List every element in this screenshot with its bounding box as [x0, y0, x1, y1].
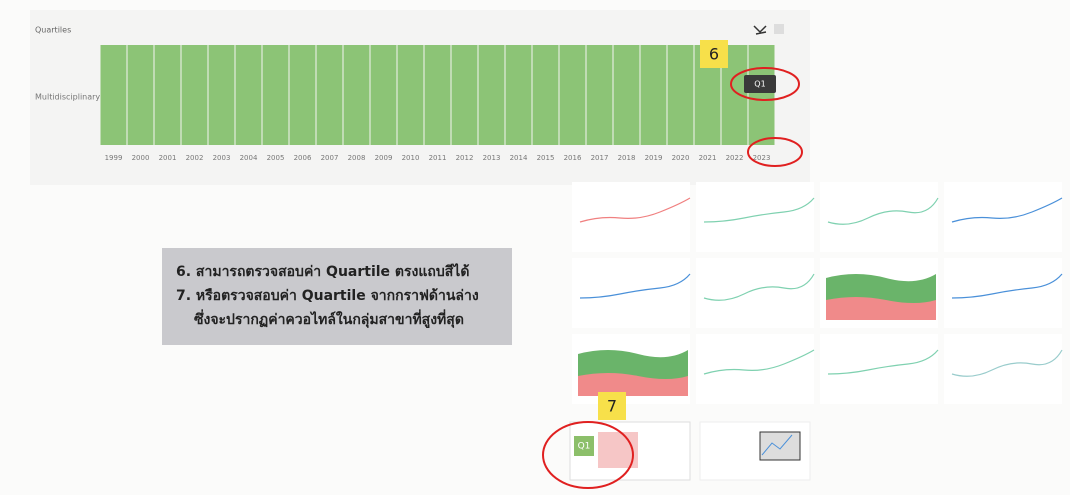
heatmap-cell: [182, 45, 208, 145]
year-label: 2004: [240, 154, 258, 162]
chart-title: Quartiles: [35, 26, 71, 35]
heatmap-cell: [317, 45, 343, 145]
thumbnail: [696, 334, 814, 404]
heatmap-cell: [101, 45, 127, 145]
year-label: 2015: [537, 154, 555, 162]
note-line: 7. หรือตรวจสอบค่า Quartile จากกราฟด้านล่…: [172, 284, 502, 308]
heatmap-cell: [236, 45, 262, 145]
page: Quartiles Multidisciplinary 1999 2000 2001…: [0, 0, 1070, 495]
note-box: 6. สามารถตรวจสอบค่า Quartile ตรงแถบสีได้…: [162, 248, 512, 345]
year-label: 2022: [726, 154, 744, 162]
thumbnail: [820, 182, 938, 252]
icon: [774, 24, 784, 34]
heatmap-cell: [668, 45, 694, 145]
year-label: 2009: [375, 154, 393, 162]
year-label: 2006: [294, 154, 312, 162]
year-label: 2020: [672, 154, 690, 162]
heatmap-cell: [425, 45, 451, 145]
ad-image: [760, 432, 800, 460]
thumbnail: [944, 182, 1062, 252]
category-label: Multidisciplinary: [35, 93, 100, 102]
heatmap-cell: [479, 45, 505, 145]
year-label: 2019: [645, 154, 663, 162]
thumbnail: [572, 182, 690, 252]
year-label: 2008: [348, 154, 366, 162]
thumbnail: [944, 258, 1062, 328]
year-label: 2005: [267, 154, 285, 162]
heatmap-cell: [452, 45, 478, 145]
year-label: 2003: [213, 154, 231, 162]
year-label: 2010: [402, 154, 420, 162]
widget-quartile: Q1: [578, 442, 591, 452]
tooltip-label: Q1: [754, 80, 765, 89]
year-label: 2007: [321, 154, 339, 162]
thumbnail: [820, 334, 938, 404]
heatmap-cell: [155, 45, 181, 145]
canvas: Quartiles Multidisciplinary 1999 2000 2001…: [0, 0, 1070, 495]
heatmap: 1999 2000 2001 2002 2003 2004 2005 2006 2007 2008…: [101, 45, 775, 162]
year-label: 2011: [429, 154, 447, 162]
badge-label: 6: [709, 45, 719, 64]
badge-label: 7: [607, 397, 617, 416]
heatmap-cell: [614, 45, 640, 145]
heatmap-cell: [587, 45, 613, 145]
heatmap-cell: [209, 45, 235, 145]
thumbnail: [696, 258, 814, 328]
thumbnail-grid: [572, 182, 1062, 404]
heatmap-cell: [398, 45, 424, 145]
heatmap-cell: [290, 45, 316, 145]
thumbnail: [944, 334, 1062, 404]
year-label: 2017: [591, 154, 609, 162]
year-label: 2000: [132, 154, 150, 162]
year-label: 2013: [483, 154, 501, 162]
year-label: 2014: [510, 154, 528, 162]
note-line: 6. สามารถตรวจสอบค่า Quartile ตรงแถบสีได้: [172, 260, 502, 284]
heatmap-cell: [263, 45, 289, 145]
heatmap-cell: [344, 45, 370, 145]
thumbnail: [572, 258, 690, 328]
year-label: 2012: [456, 154, 474, 162]
year-label: 1999: [105, 154, 123, 162]
heatmap-cell: [371, 45, 397, 145]
year-label: 2016: [564, 154, 582, 162]
heatmap-cell: [749, 45, 775, 145]
heatmap-cell: [506, 45, 532, 145]
year-label: 2021: [699, 154, 717, 162]
year-label: 2002: [186, 154, 204, 162]
thumbnail: [696, 182, 814, 252]
heatmap-cell: [560, 45, 586, 145]
heatmap-cell: [128, 45, 154, 145]
heatmap-cell: [533, 45, 559, 145]
heatmap-cell: [641, 45, 667, 145]
year-label: 2001: [159, 154, 177, 162]
note-line: ซึ่งจะปรากฏค่าควอไทล์ในกลุ่มสาขาที่สูงที…: [172, 308, 502, 332]
year-label: 2018: [618, 154, 636, 162]
